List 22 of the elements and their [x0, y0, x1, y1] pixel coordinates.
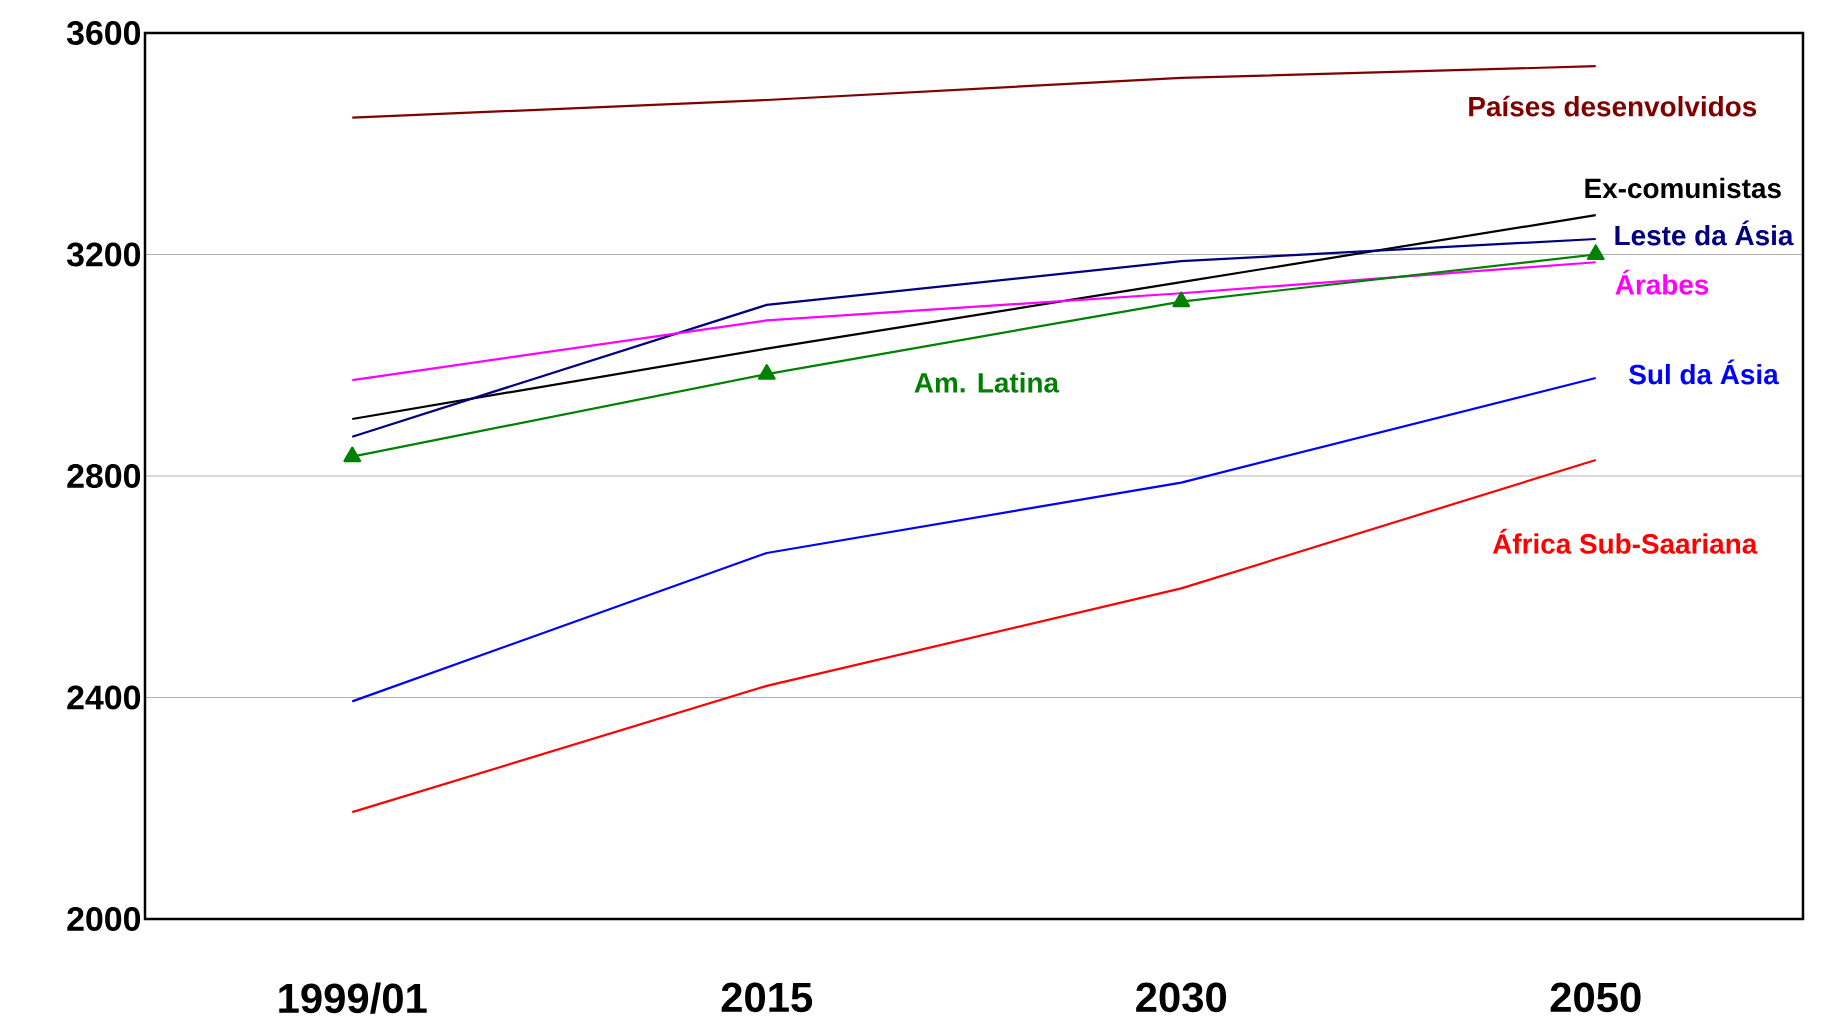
x-tick-label: 2050 — [1550, 982, 1641, 1013]
series-label: Árabes — [1615, 269, 1709, 295]
series-label: Países desenvolvidos — [1469, 95, 1757, 117]
series-label: Ex-comunistas — [1585, 177, 1781, 199]
x-tick-label: 2015 — [721, 982, 813, 1013]
line-series — [351, 237, 1597, 438]
point — [343, 446, 362, 463]
x-tick-label: 1999/01 — [279, 982, 427, 1014]
y-tick-label: 2800 — [67, 464, 141, 488]
point — [757, 364, 776, 380]
y-tick-label: 2000 — [67, 907, 141, 931]
x-tick-label: 2030 — [1136, 982, 1227, 1013]
series-label: África Sub-Saariana — [1492, 528, 1758, 554]
y-tick-label: 2400 — [67, 685, 141, 710]
y-tick-label: 3200 — [66, 242, 141, 267]
series-label: Sul da Ásia — [1629, 359, 1779, 385]
line-series — [351, 214, 1597, 421]
point — [1172, 291, 1191, 308]
point — [1586, 244, 1605, 261]
series-label: Am. Latina — [914, 372, 1060, 393]
y-tick-label: 3600 — [66, 20, 141, 45]
series-label: Leste da Ásia — [1615, 220, 1794, 246]
